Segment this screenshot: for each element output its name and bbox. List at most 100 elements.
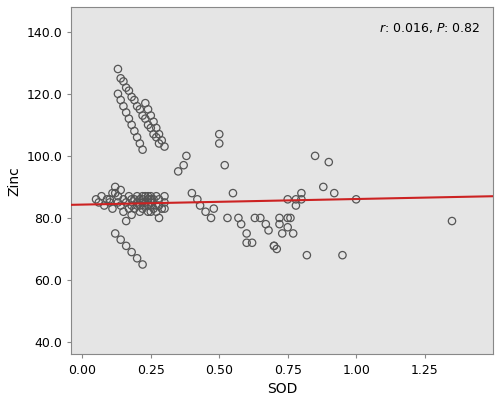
Point xyxy=(160,193,168,199)
Point xyxy=(130,97,138,103)
Point xyxy=(194,196,202,203)
Point xyxy=(144,196,152,203)
Point xyxy=(130,196,138,203)
Point xyxy=(95,199,103,206)
Point xyxy=(174,168,182,174)
Point xyxy=(150,206,158,212)
Point xyxy=(152,208,160,215)
Point xyxy=(106,199,114,206)
Point xyxy=(120,103,128,110)
Point xyxy=(284,196,292,203)
Point xyxy=(120,208,128,215)
Point xyxy=(158,137,166,143)
Point xyxy=(128,94,136,100)
Point xyxy=(108,190,116,196)
Point xyxy=(237,221,245,227)
Point xyxy=(138,146,146,153)
Point xyxy=(256,215,264,221)
Point xyxy=(138,196,146,203)
Point xyxy=(155,202,163,209)
Point xyxy=(286,215,294,221)
Point xyxy=(125,193,133,199)
Point xyxy=(298,190,306,196)
Point xyxy=(136,196,144,203)
Point xyxy=(298,196,306,203)
Point xyxy=(229,190,237,196)
Point xyxy=(292,196,300,203)
Point xyxy=(133,103,141,110)
Point xyxy=(152,125,160,131)
Point xyxy=(111,184,119,190)
Point xyxy=(338,252,346,258)
Point xyxy=(142,100,150,106)
Point xyxy=(142,202,150,209)
Point xyxy=(155,140,163,147)
Point xyxy=(448,218,456,224)
Y-axis label: Zinc: Zinc xyxy=(7,166,21,195)
Point xyxy=(352,196,360,203)
Point xyxy=(276,221,283,227)
Point xyxy=(116,187,124,193)
Point xyxy=(276,215,283,221)
Point xyxy=(220,162,228,168)
Point xyxy=(136,106,144,112)
Point xyxy=(242,230,250,237)
Point xyxy=(147,196,155,203)
Point xyxy=(128,196,136,203)
Point xyxy=(128,249,136,255)
Point xyxy=(147,112,155,119)
Point xyxy=(152,202,160,209)
Point xyxy=(142,115,150,122)
Point xyxy=(158,206,166,212)
Point xyxy=(133,202,141,209)
Point xyxy=(224,215,232,221)
Point xyxy=(147,125,155,131)
Point xyxy=(130,128,138,134)
Point xyxy=(122,199,130,206)
Point xyxy=(125,87,133,94)
Point xyxy=(92,196,100,203)
Point xyxy=(147,208,155,215)
Point xyxy=(207,215,215,221)
Point xyxy=(248,239,256,246)
Point xyxy=(216,140,224,147)
Point xyxy=(142,199,150,206)
Point xyxy=(270,243,278,249)
Point xyxy=(289,230,297,237)
Point xyxy=(128,212,136,218)
X-axis label: SOD: SOD xyxy=(267,382,298,396)
Point xyxy=(325,159,333,165)
Point xyxy=(284,224,292,231)
Point xyxy=(100,202,108,209)
Point xyxy=(103,196,111,203)
Point xyxy=(152,193,160,199)
Point xyxy=(188,190,196,196)
Point xyxy=(147,199,155,206)
Point xyxy=(136,202,144,209)
Point xyxy=(111,230,119,237)
Point xyxy=(234,215,242,221)
Point xyxy=(144,208,152,215)
Point xyxy=(122,218,130,224)
Point xyxy=(210,206,218,212)
Point xyxy=(133,134,141,141)
Point xyxy=(138,112,146,119)
Point xyxy=(262,221,270,227)
Point xyxy=(150,118,158,125)
Point xyxy=(144,122,152,128)
Point xyxy=(136,140,144,147)
Point xyxy=(278,230,286,237)
Point xyxy=(160,143,168,150)
Point xyxy=(273,246,281,252)
Point xyxy=(152,134,160,141)
Point xyxy=(311,153,319,159)
Point xyxy=(160,199,168,206)
Point xyxy=(116,75,124,81)
Point xyxy=(303,252,311,258)
Point xyxy=(138,206,146,212)
Point xyxy=(138,199,146,206)
Point xyxy=(147,193,155,199)
Point xyxy=(320,184,328,190)
Point xyxy=(106,196,114,203)
Point xyxy=(144,106,152,112)
